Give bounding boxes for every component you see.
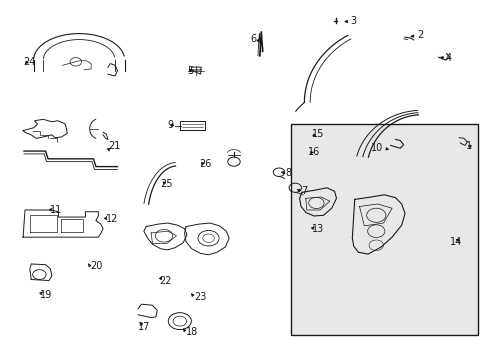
Text: 4: 4 — [445, 53, 451, 63]
Text: 19: 19 — [40, 290, 52, 300]
Text: 17: 17 — [138, 322, 150, 332]
Text: 3: 3 — [349, 16, 355, 26]
Text: 2: 2 — [416, 30, 423, 40]
Text: 21: 21 — [108, 141, 120, 152]
Text: 10: 10 — [370, 143, 383, 153]
Text: 11: 11 — [50, 205, 62, 215]
Text: 1: 1 — [465, 141, 471, 152]
Text: 12: 12 — [105, 214, 118, 224]
Text: 15: 15 — [311, 129, 324, 139]
Text: 16: 16 — [307, 148, 320, 157]
Text: 9: 9 — [167, 120, 174, 130]
Text: 20: 20 — [90, 261, 102, 271]
Text: 22: 22 — [159, 275, 171, 285]
Text: 18: 18 — [185, 327, 198, 337]
Text: 25: 25 — [160, 179, 173, 189]
Text: 26: 26 — [199, 159, 211, 169]
Text: 14: 14 — [449, 237, 462, 247]
Text: 8: 8 — [285, 168, 291, 178]
Text: 23: 23 — [194, 292, 206, 302]
Text: 13: 13 — [311, 224, 323, 234]
Text: 7: 7 — [301, 186, 306, 195]
Text: 24: 24 — [23, 57, 36, 67]
Bar — [291, 124, 477, 335]
Text: 6: 6 — [250, 34, 256, 44]
Text: 5: 5 — [186, 66, 193, 76]
